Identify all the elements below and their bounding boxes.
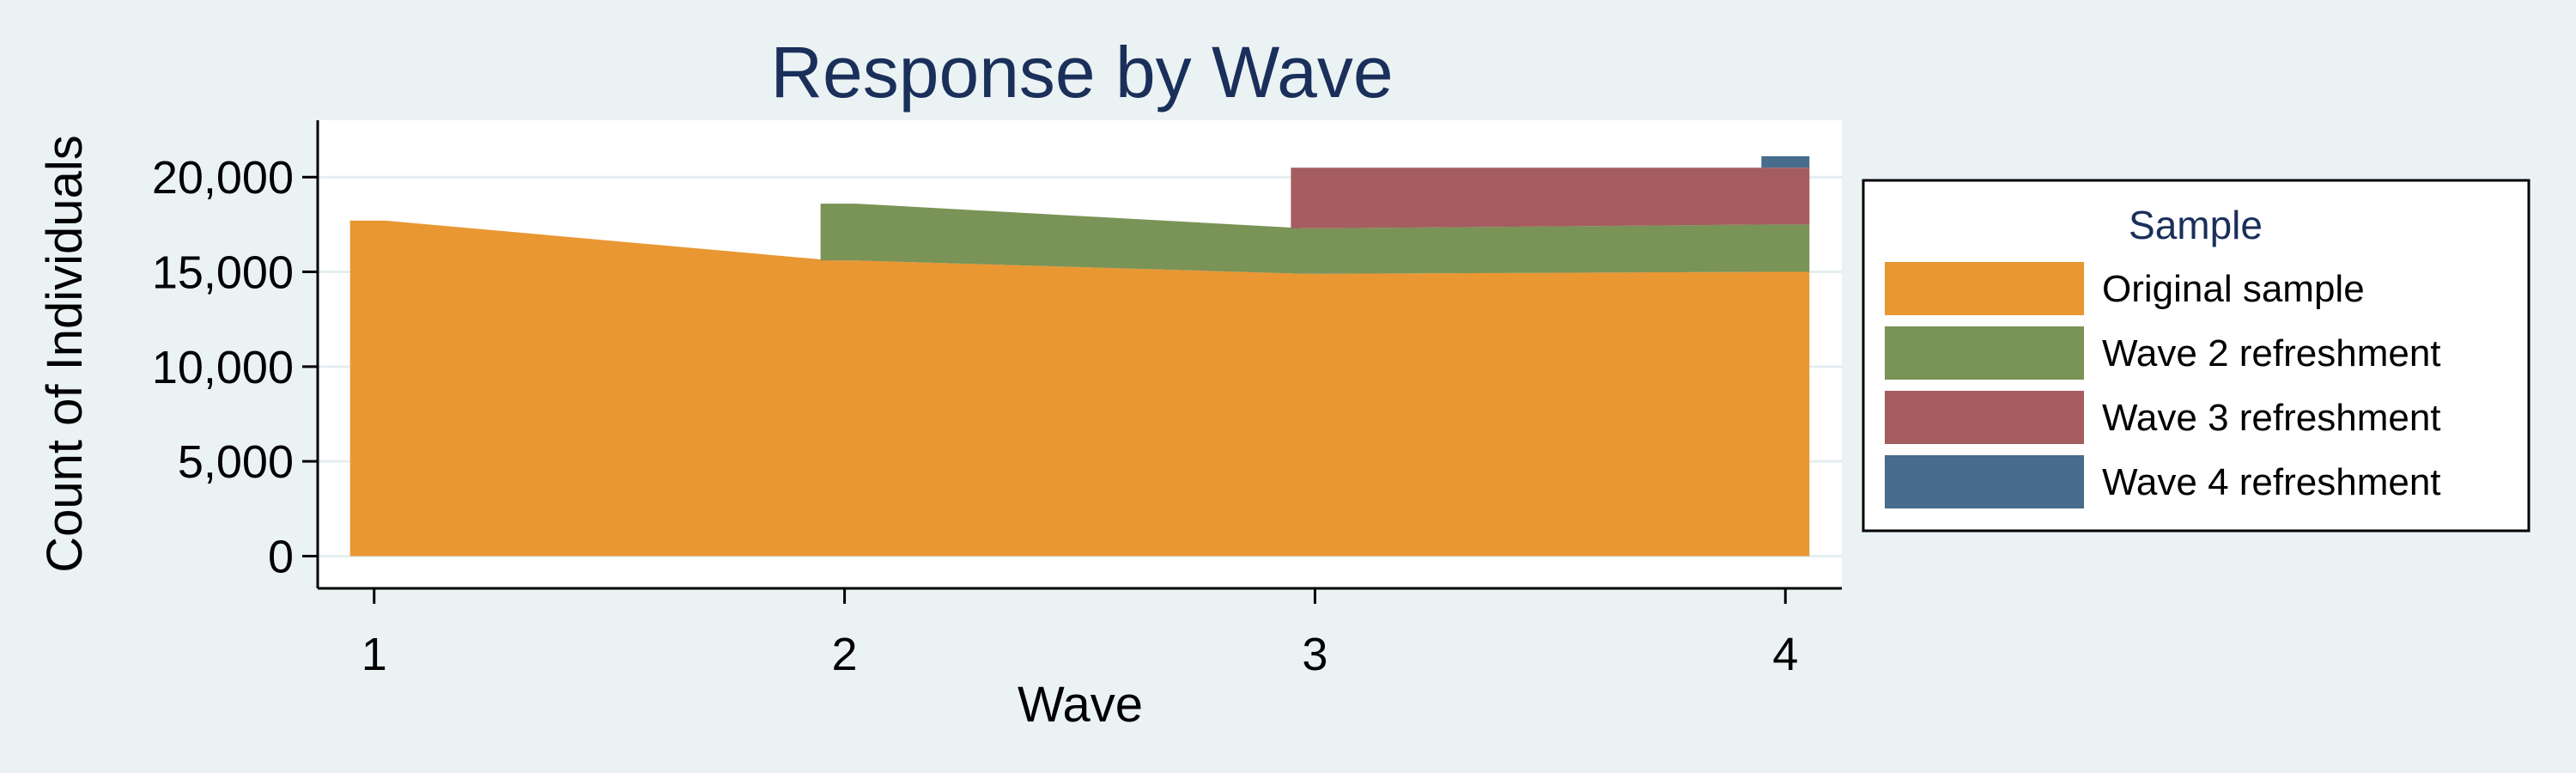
legend-label-2: Wave 2 refreshment — [2102, 332, 2441, 374]
tick-labels: 0 5,000 10,000 15,000 20,000 1 2 3 4 — [152, 152, 1798, 680]
legend: Sample Original sample Wave 2 refreshment… — [1862, 179, 2530, 533]
axes — [302, 120, 1842, 604]
y-tick-label-3: 15,000 — [152, 247, 294, 299]
legend-label-1: Original sample — [2102, 268, 2365, 310]
x-axis-label: Wave — [1018, 677, 1143, 733]
x-tick-label-0: 1 — [361, 629, 387, 680]
legend-items: Original sample Wave 2 refreshment Wave 3 … — [1885, 262, 2441, 508]
area-wave-2-refreshment — [820, 204, 1810, 274]
area-wave-4-refreshment — [1761, 155, 1810, 168]
y-tick-label-2: 10,000 — [152, 342, 294, 393]
y-tick-label-0: 0 — [268, 531, 294, 582]
y-axis-label: Count of Individuals — [37, 135, 93, 572]
legend-label-4: Wave 4 refreshment — [2102, 461, 2441, 503]
x-tick-label-2: 3 — [1302, 629, 1327, 680]
legend-swatch-3 — [1885, 391, 2084, 444]
x-tick-label-3: 4 — [1772, 629, 1798, 680]
y-tick-label-1: 5,000 — [178, 436, 294, 488]
legend-swatch-2 — [1885, 326, 2084, 380]
y-tick-label-4: 20,000 — [152, 152, 294, 204]
x-tick-label-1: 2 — [832, 629, 858, 680]
legend-swatch-4 — [1885, 455, 2084, 508]
area-original-sample — [349, 220, 1810, 557]
chart-title: Response by Wave — [770, 32, 1393, 113]
legend-label-3: Wave 3 refreshment — [2102, 397, 2441, 439]
area-series-group — [349, 155, 1810, 557]
legend-swatch-1 — [1885, 262, 2084, 315]
area-wave-3-refreshment — [1291, 167, 1810, 228]
legend-title: Sample — [2129, 203, 2263, 247]
